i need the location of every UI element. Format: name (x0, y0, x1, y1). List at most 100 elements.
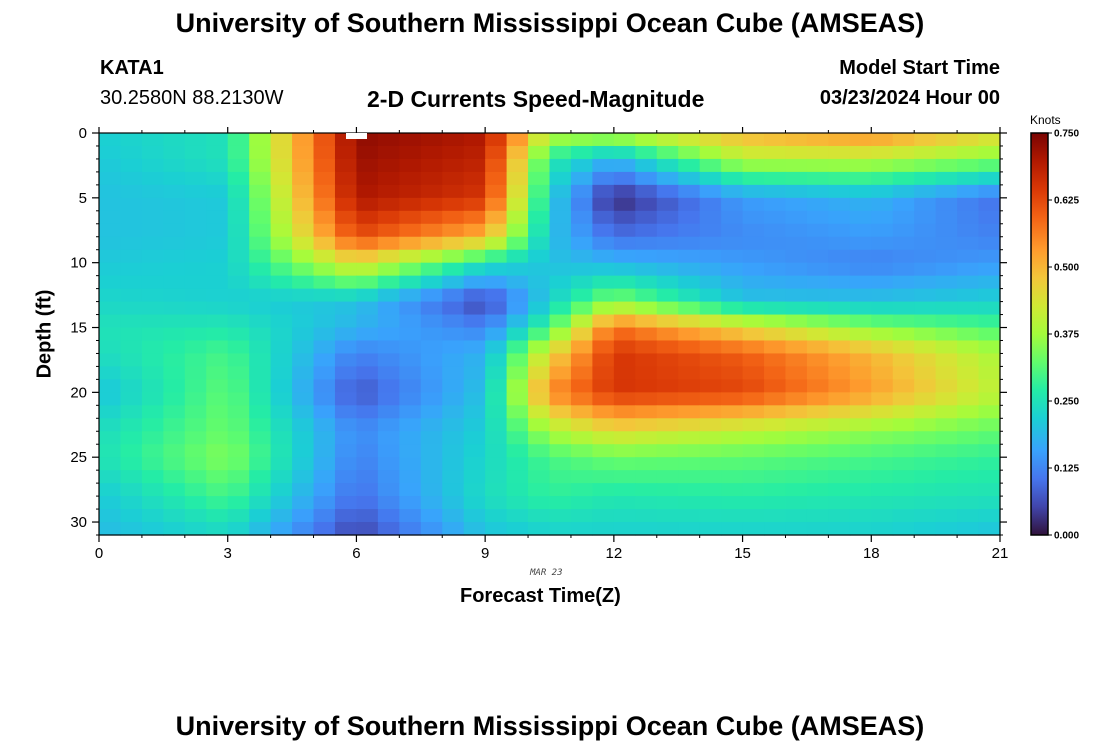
heatmap-cell (592, 133, 615, 147)
heatmap-cell (699, 418, 722, 432)
heatmap-cell (570, 133, 593, 147)
heatmap-cell (249, 133, 272, 147)
heatmap-cell (892, 210, 915, 225)
heatmap-cell (506, 392, 529, 406)
heatmap-cell (442, 340, 465, 355)
heatmap-cell (399, 133, 422, 147)
heatmap-cell (99, 496, 122, 510)
heatmap-cell (141, 444, 164, 458)
heatmap-cell (528, 249, 551, 264)
heatmap-cell (141, 262, 164, 277)
heatmap-cell (613, 184, 636, 199)
heatmap-cell (377, 158, 400, 173)
heatmap-cell (613, 262, 636, 277)
heatmap-cell (463, 262, 486, 277)
heatmap-cell (613, 249, 636, 264)
heatmap-cell (528, 314, 551, 329)
heatmap-cell (678, 223, 701, 238)
heatmap-cell (206, 236, 229, 251)
heatmap-cell (420, 405, 443, 419)
heatmap-cell (699, 457, 722, 471)
heatmap-cell (678, 483, 701, 497)
heatmap-cell (914, 379, 937, 393)
heatmap-cell (764, 236, 787, 251)
heatmap-cell (227, 133, 250, 147)
heatmap-cell (141, 522, 164, 536)
heatmap-cell (656, 197, 679, 212)
heatmap-cell (678, 288, 701, 303)
heatmap-cell (292, 418, 315, 432)
heatmap-cell (957, 340, 980, 355)
heatmap-cell (506, 158, 529, 173)
heatmap-cell (442, 444, 465, 458)
heatmap-cell (592, 288, 615, 303)
model-start-label: Model Start Time (839, 57, 1000, 79)
heatmap-cell (206, 288, 229, 303)
heatmap-cell (699, 145, 722, 160)
heatmap-cell (785, 275, 808, 290)
heatmap-cell (163, 496, 186, 510)
heatmap-cell (163, 236, 186, 251)
heatmap-cell (678, 353, 701, 368)
heatmap-cell (249, 288, 272, 303)
heatmap-cell (249, 405, 272, 419)
heatmap-cell (957, 496, 980, 510)
heatmap-cell (485, 223, 508, 238)
heatmap-cell (828, 236, 851, 251)
heatmap-cell (313, 366, 336, 380)
heatmap-cell (806, 275, 829, 290)
heatmap-cell (613, 327, 636, 342)
heatmap-cell (570, 301, 593, 316)
heatmap-cell (356, 145, 379, 160)
heatmap-cell (892, 379, 915, 393)
heatmap-cell (570, 431, 593, 445)
heatmap-cell (764, 158, 787, 173)
heatmap-cell (592, 431, 615, 445)
heatmap-cell (978, 301, 1001, 316)
heatmap-cell (99, 262, 122, 277)
x-tick-label: 6 (352, 545, 360, 562)
heatmap-cell (270, 353, 293, 368)
heatmap-cell (549, 405, 572, 419)
heatmap-cell (764, 275, 787, 290)
heatmap-cell (249, 522, 272, 536)
heatmap-cell (849, 275, 872, 290)
heatmap-cell (592, 379, 615, 393)
heatmap-cell (163, 405, 186, 419)
heatmap-cell (742, 301, 765, 316)
heatmap-cell (292, 327, 315, 342)
heatmap-cell (206, 158, 229, 173)
heatmap-cell (656, 210, 679, 225)
heatmap-cell (227, 340, 250, 355)
heatmap-cell (420, 197, 443, 212)
heatmap-cell (849, 197, 872, 212)
heatmap-cell (249, 353, 272, 368)
heatmap-cell (656, 444, 679, 458)
heatmap-cell (463, 133, 486, 147)
heatmap-cell (334, 158, 358, 173)
main-title: University of Southern Mississippi Ocean… (175, 8, 925, 38)
heatmap-cell (227, 457, 250, 471)
heatmap-cell (785, 522, 808, 536)
heatmap-cell (377, 249, 400, 264)
heatmap-cell (935, 509, 958, 523)
heatmap-cell (871, 379, 894, 393)
heatmap-cell (334, 314, 358, 329)
heatmap-cell (849, 405, 872, 419)
heatmap-cell (678, 327, 701, 342)
x-axis: 0 3 6 9 12 15 18 21 (95, 127, 1008, 562)
heatmap-cell (270, 431, 293, 445)
heatmap-cell (227, 496, 250, 510)
heatmap-cell (270, 301, 293, 316)
heatmap-cell (785, 236, 808, 251)
heatmap-cell (334, 327, 358, 342)
heatmap-cell (549, 158, 572, 173)
heatmap-cell (163, 301, 186, 316)
heatmap-cell (184, 522, 207, 536)
heatmap-cell (635, 366, 658, 380)
heatmap-cell (313, 509, 336, 523)
heatmap-cell (914, 405, 937, 419)
heatmap-cell (656, 418, 679, 432)
heatmap-cell (613, 340, 636, 355)
heatmap-cell (828, 522, 851, 536)
